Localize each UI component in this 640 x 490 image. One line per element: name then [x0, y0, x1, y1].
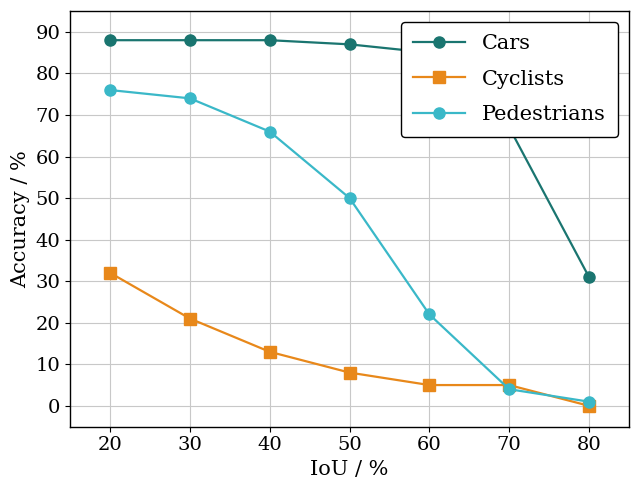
Pedestrians	[346, 195, 353, 201]
Cars	[346, 42, 353, 48]
Cars	[506, 124, 513, 130]
Line: Cars: Cars	[104, 35, 595, 283]
Line: Pedestrians: Pedestrians	[104, 84, 595, 407]
X-axis label: IoU / %: IoU / %	[310, 460, 388, 479]
Pedestrians	[266, 129, 274, 135]
Cars	[106, 37, 114, 43]
Pedestrians	[585, 399, 593, 405]
Cars	[266, 37, 274, 43]
Legend: Cars, Cyclists, Pedestrians: Cars, Cyclists, Pedestrians	[401, 22, 618, 137]
Cars	[426, 49, 433, 55]
Cyclists	[266, 349, 274, 355]
Cyclists	[585, 403, 593, 409]
Cyclists	[506, 382, 513, 388]
Pedestrians	[186, 96, 194, 101]
Cyclists	[186, 316, 194, 321]
Y-axis label: Accuracy / %: Accuracy / %	[11, 150, 30, 288]
Cyclists	[106, 270, 114, 276]
Line: Cyclists: Cyclists	[104, 268, 595, 412]
Cars	[186, 37, 194, 43]
Cyclists	[346, 369, 353, 375]
Cyclists	[426, 382, 433, 388]
Pedestrians	[426, 312, 433, 318]
Cars	[585, 274, 593, 280]
Pedestrians	[106, 87, 114, 93]
Pedestrians	[506, 386, 513, 392]
